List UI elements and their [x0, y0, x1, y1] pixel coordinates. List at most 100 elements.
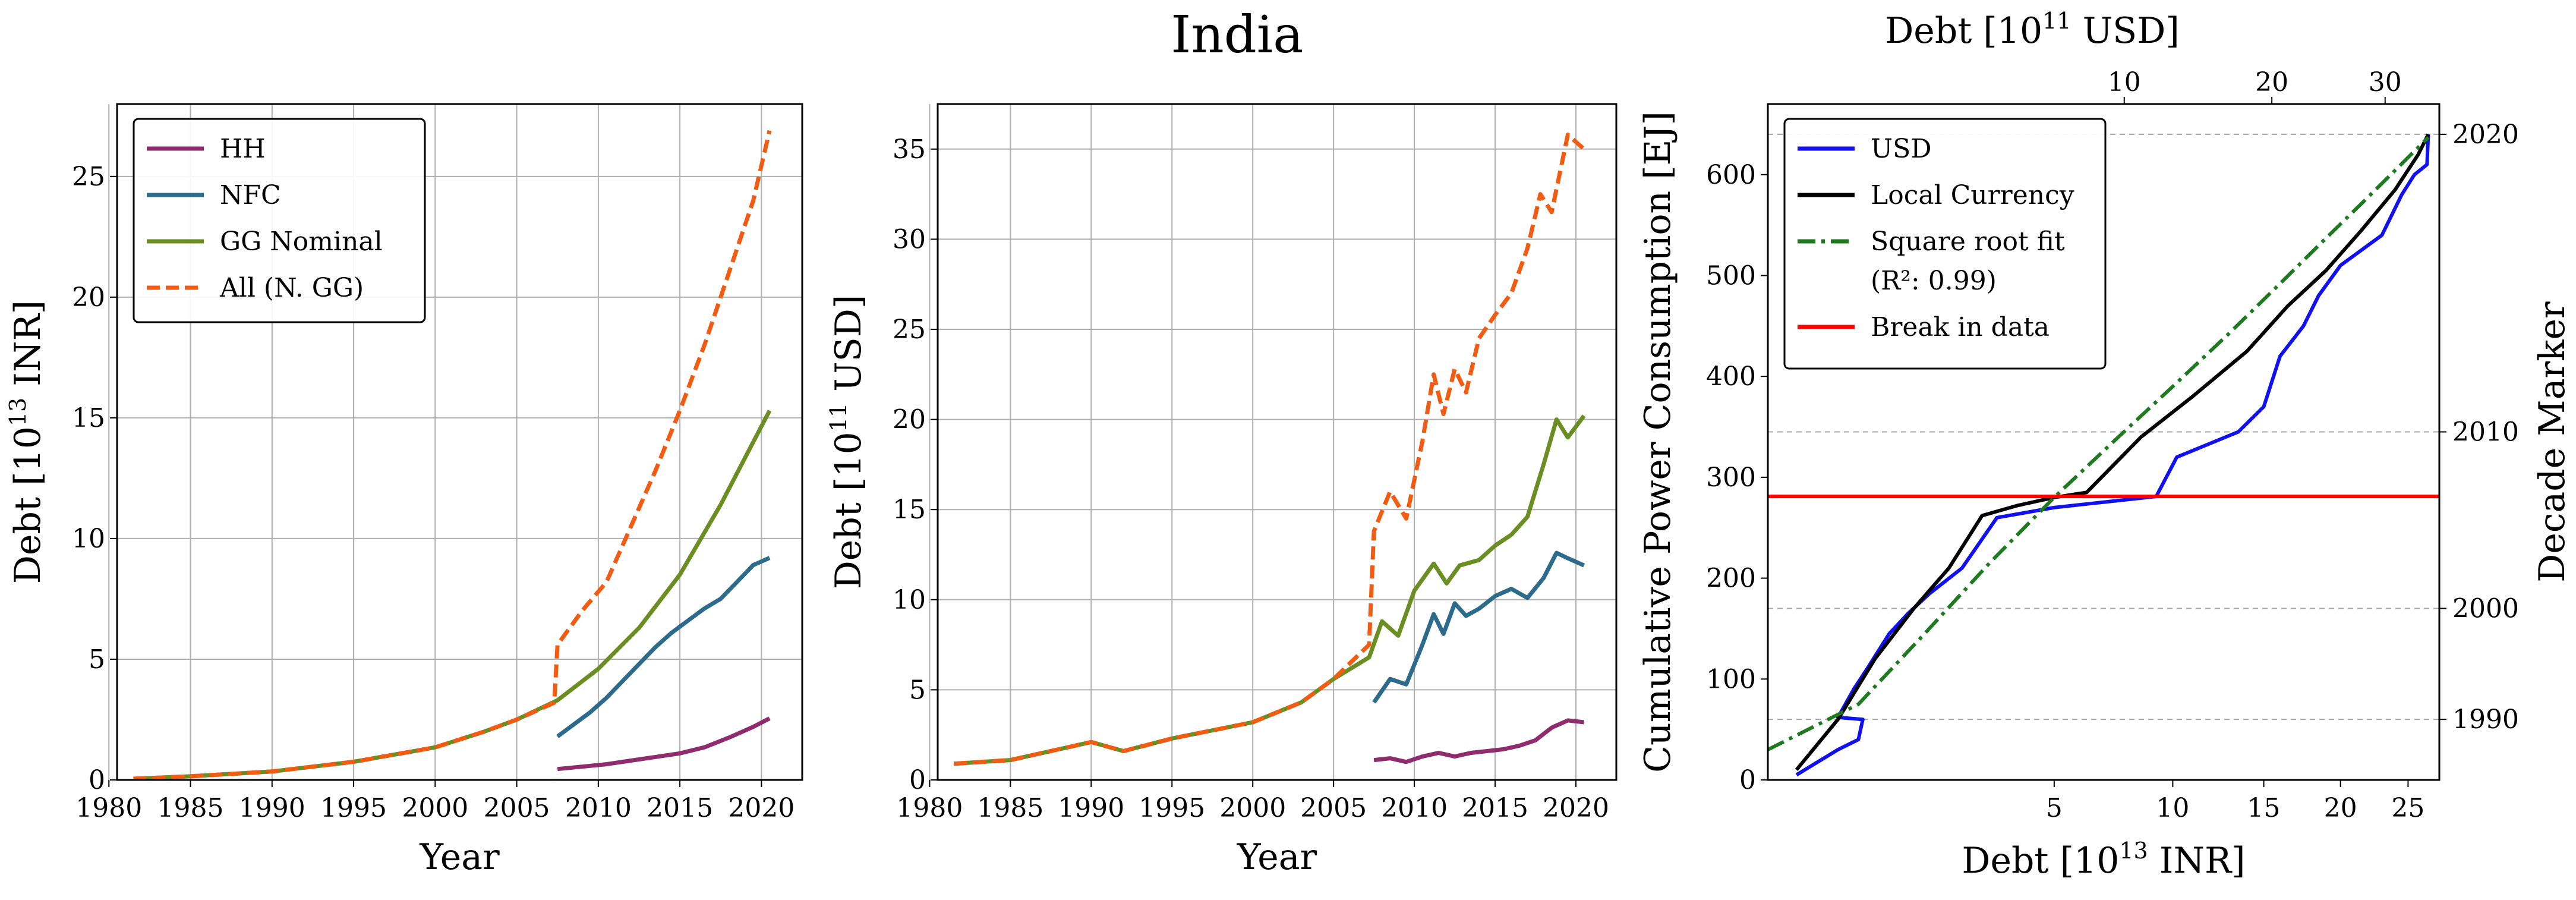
y-axis-label-sup: 13 — [5, 398, 31, 426]
y-tick-label: 500 — [1706, 260, 1756, 291]
legend-label: Square root fit — [1871, 226, 2065, 257]
legend-sublabel: (R²: 0.99) — [1871, 266, 1997, 296]
x-tick-label: 15 — [2247, 793, 2281, 823]
panels: 1980 1985 1990 1995 2000 2005 2010 2015 20200510… — [5, 8, 2573, 882]
decade-marker-label: 2010 — [2452, 417, 2519, 448]
x-tick-label: 2015 — [647, 793, 713, 823]
x-tick-label: 2020 — [728, 793, 794, 823]
x-axis-label: Debt [1013 INR] — [1962, 838, 2245, 882]
legend-label: Break in data — [1871, 312, 2050, 342]
x-axis-label: Year — [1237, 836, 1317, 878]
x-tick-label: 10 — [2156, 793, 2189, 823]
series-nfc-line — [1372, 550, 1585, 704]
y-tick-label: 20 — [893, 405, 926, 435]
y-tick-label: 5 — [909, 675, 926, 705]
series-group — [133, 130, 772, 780]
y-axis-label-part: Debt [10 — [828, 432, 869, 589]
decade-marker-label: 2000 — [2452, 594, 2519, 624]
panel-right: 5 10 15 20 25 0 100 200 300 400 500 600 1990 2000 2010… — [1637, 8, 2573, 882]
x-tick-label: 1985 — [157, 793, 224, 823]
y-tick-label: 20 — [72, 282, 105, 313]
x-axis-label-part: INR] — [2148, 840, 2246, 882]
legend-box — [133, 118, 426, 323]
axes-frame — [116, 103, 803, 781]
x-axis-label-part: Debt [10 — [1962, 840, 2119, 882]
legend-label: GG Nominal — [220, 226, 383, 257]
y-tick-label: 400 — [1706, 361, 1756, 392]
y-tick-label: 0 — [1739, 765, 1756, 795]
y-tick-label: 10 — [72, 524, 105, 554]
axes-frame — [1767, 103, 2441, 781]
top-x-axis-label: Debt [1011 USD] — [1885, 8, 2180, 52]
series-gg-nominal-line — [953, 414, 1586, 766]
y-tick-label: 15 — [72, 403, 105, 433]
y-tick-label: 300 — [1706, 462, 1756, 493]
decade-marker-label: 1990 — [2452, 704, 2519, 735]
y-tick-label: 30 — [893, 224, 926, 254]
top-x-axis-label-part: USD] — [2071, 10, 2180, 52]
x-tick-label: 1990 — [1058, 793, 1124, 823]
x-tick-label: 1985 — [977, 793, 1043, 823]
y-axis-label-part: Debt [10 — [7, 426, 49, 584]
decade-marker-label: 2020 — [2452, 119, 2519, 150]
y-tick-label: 200 — [1706, 564, 1756, 594]
top-x-tick-label: 20 — [2255, 67, 2288, 97]
x-axis-label: Year — [419, 836, 500, 878]
x-tick-label: 5 — [2046, 793, 2063, 823]
x-tick-label: 2005 — [484, 793, 550, 823]
series-hh-line — [1373, 718, 1584, 764]
y-axis-label: Debt [1013 INR] — [5, 300, 49, 584]
y-axis-label: Debt [1011 USD] — [825, 295, 869, 590]
y-tick-label: 100 — [1706, 664, 1756, 694]
x-tick-label: 1995 — [320, 793, 387, 823]
x-tick-label: 25 — [2391, 793, 2424, 823]
y-axis-label-part: INR] — [7, 300, 49, 398]
y-tick-label: 25 — [72, 162, 105, 192]
x-tick-label: 2005 — [1300, 793, 1367, 823]
series-nfc-line — [556, 556, 771, 738]
legend-label: All (N. GG) — [219, 273, 364, 303]
series-group — [953, 133, 1586, 766]
y-tick-label: 35 — [893, 134, 926, 165]
figure-title: India — [1171, 5, 1303, 65]
x-tick-label: 20 — [2324, 793, 2357, 823]
panel-middle: 1980 1985 1990 1995 2000 2005 2010 2015 20200510… — [825, 103, 1618, 878]
y-tick-label: 15 — [893, 495, 926, 525]
top-x-tick-label: 30 — [2369, 67, 2402, 97]
series-gg-nominal-line — [133, 410, 772, 780]
x-tick-label: 2020 — [1543, 793, 1609, 823]
x-tick-label: 1980 — [896, 793, 963, 823]
x-tick-label: 2010 — [565, 793, 632, 823]
legend-label: USD — [1871, 134, 1932, 164]
legend-label: HH — [220, 134, 266, 164]
y-tick-label: 5 — [89, 644, 105, 675]
series-all-n-gg-line — [953, 133, 1585, 766]
x-tick-label: 2000 — [402, 793, 468, 823]
legend-label: NFC — [220, 180, 281, 210]
x-tick-label: 1995 — [1139, 793, 1205, 823]
right-y-axis-label: Decade Marker — [2531, 301, 2573, 583]
y-tick-label: 0 — [909, 765, 926, 795]
y-tick-label: 25 — [893, 314, 926, 345]
series-square-root-fit-line — [1768, 136, 2430, 751]
series-local-currency-line — [1795, 133, 2430, 771]
panel-left: 1980 1985 1990 1995 2000 2005 2010 2015 20200510… — [5, 103, 803, 878]
series-all-n-gg-line — [133, 130, 772, 780]
legend-box — [1783, 118, 2107, 370]
x-tick-label: 1990 — [239, 793, 305, 823]
x-axis-label-sup: 13 — [2119, 838, 2148, 864]
y-tick-label: 10 — [893, 585, 926, 615]
y-axis-label-part: USD] — [828, 295, 869, 403]
y-tick-label: 600 — [1706, 160, 1756, 190]
axes-frame — [937, 103, 1618, 781]
top-x-axis-label-part: Debt [10 — [1885, 10, 2042, 52]
top-x-axis-label-sup: 11 — [2042, 8, 2071, 34]
series-group — [1768, 133, 2439, 777]
y-axis-label: Cumulative Power Consumption [EJ] — [1637, 111, 1679, 773]
x-tick-label: 2000 — [1219, 793, 1286, 823]
y-tick-label: 0 — [89, 765, 105, 795]
legend-label: Local Currency — [1871, 180, 2074, 210]
y-axis-label-sup: 11 — [825, 403, 852, 432]
series-hh-line — [557, 716, 771, 772]
